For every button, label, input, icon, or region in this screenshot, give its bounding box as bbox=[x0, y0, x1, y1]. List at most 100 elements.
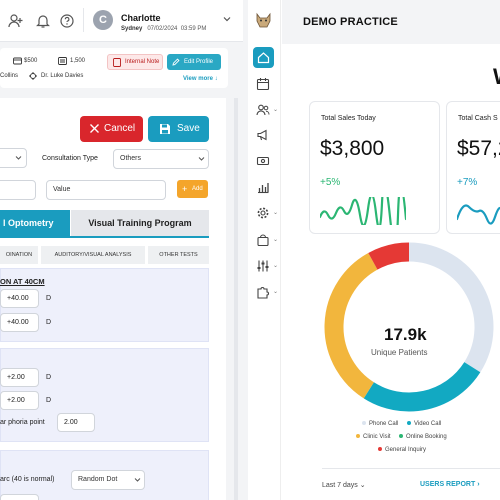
consultation-type-label: Consultation Type bbox=[42, 155, 98, 162]
tab-optometry[interactable]: l Optometry bbox=[0, 210, 70, 236]
consultation-type-select[interactable]: Others bbox=[113, 149, 209, 169]
value-field[interactable]: +2.00 bbox=[0, 391, 39, 410]
patient-date: 07/02/2024 bbox=[147, 26, 178, 32]
home-icon bbox=[257, 51, 270, 64]
internal-note-button[interactable]: Internal Note bbox=[107, 54, 163, 70]
points-icon bbox=[58, 57, 67, 65]
dot-icon bbox=[378, 447, 382, 452]
practice-title: DEMO PRACTICE bbox=[303, 16, 398, 28]
add-user-icon[interactable] bbox=[8, 13, 24, 29]
arc-select[interactable]: Random Dot bbox=[71, 470, 145, 490]
chevron-down-icon[interactable]: ⌄ bbox=[273, 107, 279, 113]
subtab-auditory-visual[interactable]: AUDITORY/VISUAL ANALYSIS bbox=[41, 246, 145, 264]
chevron-down-icon[interactable] bbox=[223, 15, 231, 23]
save-label: Save bbox=[177, 123, 200, 134]
period-select[interactable]: Last 7 days ⌄ bbox=[322, 481, 366, 489]
total-cash-change: +7% bbox=[457, 177, 478, 188]
gear-icon[interactable] bbox=[256, 206, 272, 222]
subtab-other-tests[interactable]: OTHER TESTS bbox=[148, 246, 209, 264]
unit-label: D bbox=[46, 374, 52, 381]
logo-icon bbox=[255, 12, 272, 29]
tab-visual-training[interactable]: Visual Training Program bbox=[71, 210, 209, 236]
pencil-icon bbox=[172, 58, 180, 66]
stethoscope-icon bbox=[29, 72, 37, 80]
value-field[interactable]: +40.00 bbox=[0, 289, 39, 308]
period-label: Last 7 days bbox=[322, 482, 358, 489]
balance-amount: $500 bbox=[24, 58, 38, 64]
legend-label: Online Booking bbox=[406, 434, 447, 440]
megaphone-icon[interactable] bbox=[256, 128, 272, 144]
puzzle-icon[interactable] bbox=[256, 285, 272, 301]
save-icon bbox=[159, 123, 171, 135]
total-cash-card[interactable]: Total Cash S $57,2 +7% bbox=[446, 101, 500, 234]
patient-topbar: C Charlotte Sydney 07/02/2024 03:59 PM bbox=[0, 0, 243, 42]
divider bbox=[322, 468, 500, 469]
doctor-name: Dr. Luke Davies bbox=[41, 73, 84, 79]
value-input[interactable]: Value bbox=[46, 180, 166, 200]
scrollbar[interactable] bbox=[234, 98, 238, 500]
avatar[interactable]: C bbox=[93, 10, 113, 30]
internal-note-label: Internal Note bbox=[125, 59, 160, 65]
total-sales-label: Total Sales Today bbox=[321, 115, 376, 122]
bell-icon[interactable] bbox=[35, 13, 51, 29]
total-sales-value: $3,800 bbox=[320, 137, 385, 160]
phoria-field[interactable]: 2.00 bbox=[57, 413, 95, 432]
wallet-icon bbox=[13, 57, 22, 65]
users-report-link[interactable]: USERS REPORT › bbox=[420, 481, 480, 488]
welcome-heading: W bbox=[493, 64, 500, 90]
add-button[interactable]: + Add bbox=[177, 180, 208, 198]
legend-video-call: Video Call bbox=[407, 421, 441, 427]
divider bbox=[83, 8, 84, 32]
legend-general-inquiry: General Inquiry bbox=[378, 447, 426, 453]
chevron-down-icon[interactable]: ⌄ bbox=[273, 263, 279, 269]
help-icon[interactable] bbox=[59, 13, 75, 29]
chevron-down-icon[interactable]: ⌄ bbox=[273, 210, 279, 216]
cash-sparkline bbox=[457, 204, 500, 225]
legend-label: Phone Call bbox=[369, 421, 399, 427]
users-icon[interactable] bbox=[256, 103, 272, 119]
legend-online-booking: Online Booking bbox=[399, 434, 447, 440]
dashboard-header bbox=[282, 0, 500, 44]
unit-label: D bbox=[46, 295, 52, 302]
save-button[interactable]: Save bbox=[148, 116, 209, 142]
calendar-icon[interactable] bbox=[256, 77, 272, 93]
total-sales-change: +5% bbox=[320, 177, 341, 188]
chevron-down-icon bbox=[198, 156, 205, 162]
value-field[interactable]: +40.00 bbox=[0, 313, 39, 332]
chevron-down-icon[interactable]: ⌄ bbox=[273, 237, 279, 243]
tab-underline bbox=[0, 236, 209, 238]
edit-profile-label: Edit Profile bbox=[184, 59, 214, 65]
cancel-label: Cancel bbox=[104, 123, 136, 134]
arrow-down-icon: ↓ bbox=[214, 76, 218, 82]
value-field[interactable]: +2.00 bbox=[0, 368, 39, 387]
users-report-label: USERS REPORT bbox=[420, 481, 476, 488]
add-label: Add bbox=[192, 186, 203, 192]
edit-profile-button[interactable]: Edit Profile bbox=[167, 54, 221, 70]
value-placeholder: Value bbox=[53, 186, 71, 193]
value-field[interactable] bbox=[0, 494, 39, 500]
legend-label: Clinic Visit bbox=[363, 434, 391, 440]
total-sales-card[interactable]: Total Sales Today $3,800 +5% bbox=[309, 101, 440, 234]
subtab-coordination[interactable]: OINATION bbox=[0, 246, 38, 264]
chevron-down-icon: ⌄ bbox=[359, 482, 366, 489]
section-title: ON AT 40CM bbox=[0, 277, 45, 286]
money-icon[interactable] bbox=[256, 154, 272, 170]
legend-label: Video Call bbox=[414, 421, 442, 427]
shopping-bag-icon[interactable] bbox=[256, 233, 272, 249]
analytics-icon[interactable] bbox=[256, 180, 272, 196]
patient-record-panel: C Charlotte Sydney 07/02/2024 03:59 PM $5… bbox=[0, 0, 243, 500]
nav-home[interactable] bbox=[253, 47, 274, 68]
unit-label: D bbox=[46, 319, 52, 326]
view-more-link[interactable]: View more ↓ bbox=[183, 76, 218, 82]
dot-icon bbox=[399, 434, 403, 439]
consultation-type-value: Others bbox=[120, 155, 142, 162]
patient-name[interactable]: Charlotte bbox=[121, 13, 161, 23]
arc-value: Random Dot bbox=[78, 476, 118, 483]
donut-center-value: 17.9k bbox=[384, 325, 427, 344]
type-select[interactable] bbox=[0, 148, 27, 168]
cancel-button[interactable]: Cancel bbox=[80, 116, 143, 142]
key-input[interactable] bbox=[0, 180, 36, 200]
chevron-down-icon[interactable]: ⌄ bbox=[273, 289, 279, 295]
legend-clinic-visit: Clinic Visit bbox=[356, 434, 391, 440]
sliders-icon[interactable] bbox=[256, 259, 272, 275]
